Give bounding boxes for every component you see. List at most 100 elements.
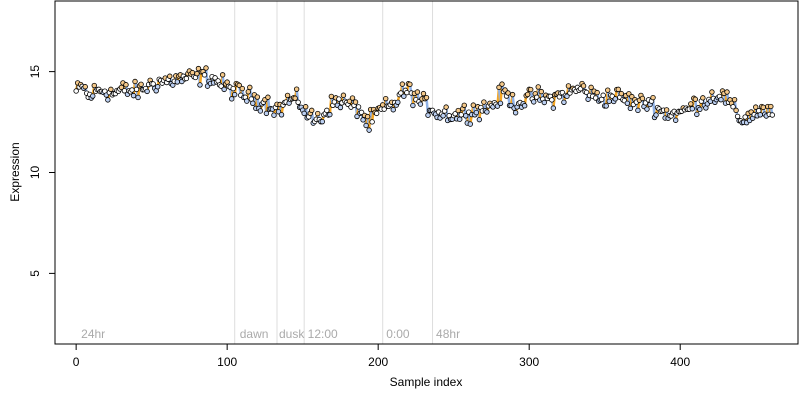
- phase-label: 0:00: [386, 327, 410, 341]
- x-axis-label: Sample index: [390, 375, 463, 389]
- data-point: [302, 104, 309, 110]
- data-point: [315, 110, 321, 117]
- data-point: [230, 85, 236, 92]
- data-point: [606, 98, 612, 104]
- series-points: [73, 65, 776, 133]
- data-point: [133, 86, 140, 93]
- data-point: [594, 89, 600, 96]
- data-point: [369, 119, 375, 125]
- data-point: [484, 109, 490, 115]
- data-point: [309, 107, 315, 114]
- data-point: [319, 118, 325, 125]
- data-point: [420, 90, 427, 97]
- data-point: [768, 103, 774, 110]
- data-point: [247, 84, 253, 91]
- data-point: [398, 90, 404, 96]
- data-point: [760, 104, 766, 111]
- data-point: [407, 81, 413, 88]
- data-point: [346, 98, 353, 104]
- data-point: [663, 107, 670, 113]
- data-point: [692, 96, 699, 102]
- data-point: [565, 83, 572, 89]
- data-point: [82, 84, 88, 90]
- data-point: [580, 83, 587, 89]
- x-tick-label: 300: [519, 355, 539, 369]
- data-point: [561, 99, 567, 105]
- data-point: [257, 108, 264, 114]
- data-point: [363, 122, 369, 129]
- data-point: [105, 97, 111, 103]
- data-point: [327, 111, 333, 118]
- data-point: [167, 73, 173, 79]
- data-point: [425, 112, 431, 118]
- data-point: [336, 96, 342, 102]
- data-point: [650, 94, 656, 101]
- data-point: [463, 113, 469, 119]
- data-point: [401, 93, 407, 99]
- data-point: [73, 88, 79, 94]
- data-point: [724, 89, 730, 95]
- data-point: [349, 95, 356, 101]
- data-point: [497, 100, 504, 106]
- data-point: [404, 89, 410, 96]
- data-point: [360, 117, 366, 123]
- data-point: [423, 94, 430, 101]
- data-point: [452, 111, 458, 117]
- data-point: [538, 88, 544, 95]
- data-point: [524, 91, 531, 98]
- data-point: [123, 82, 129, 88]
- data-point: [672, 117, 679, 123]
- data-point: [390, 107, 396, 113]
- data-point: [197, 82, 203, 88]
- data-point: [521, 103, 528, 109]
- data-point: [324, 107, 330, 114]
- data-point: [293, 86, 300, 92]
- data-point: [245, 89, 252, 95]
- data-point: [183, 75, 190, 82]
- data-point: [284, 92, 291, 99]
- data-point: [470, 102, 477, 108]
- data-point: [603, 103, 609, 109]
- data-point: [132, 78, 138, 85]
- x-tick-label: 400: [670, 355, 690, 369]
- data-point: [612, 96, 618, 102]
- data-point: [373, 110, 380, 117]
- y-axis: 5 10 15: [28, 65, 56, 277]
- y-tick-label: 10: [28, 166, 42, 180]
- data-point: [564, 93, 570, 99]
- data-point: [194, 70, 200, 77]
- data-point: [512, 110, 519, 116]
- x-tick-label: 100: [217, 355, 237, 369]
- data-point: [301, 110, 307, 117]
- data-point: [731, 96, 738, 103]
- data-point: [742, 114, 748, 120]
- data-point: [694, 111, 700, 118]
- data-point: [129, 87, 135, 93]
- data-point: [154, 84, 161, 90]
- data-point: [254, 94, 261, 100]
- data-point: [91, 82, 97, 89]
- data-point: [688, 101, 694, 107]
- data-point: [653, 112, 659, 118]
- data-point: [90, 93, 96, 99]
- phase-label: dawn: [240, 327, 269, 341]
- data-point: [457, 116, 463, 122]
- data-point: [476, 116, 483, 123]
- data-point: [549, 97, 555, 103]
- data-point: [440, 113, 446, 119]
- data-point: [410, 102, 416, 109]
- data-point: [600, 92, 606, 98]
- data-point: [757, 112, 763, 118]
- plot-frame: [54, 0, 799, 345]
- phase-label: dusk: [279, 327, 305, 341]
- data-point: [383, 95, 389, 102]
- phase-label: 48hr: [436, 327, 460, 341]
- data-point: [528, 86, 534, 93]
- data-point: [461, 102, 467, 109]
- data-point: [271, 112, 277, 118]
- x-tick-label: 0: [73, 355, 80, 369]
- phase-labels: 24hr dawn dusk 12:00 0:00 48hr: [81, 327, 460, 341]
- data-point: [458, 112, 464, 118]
- data-point: [221, 86, 227, 93]
